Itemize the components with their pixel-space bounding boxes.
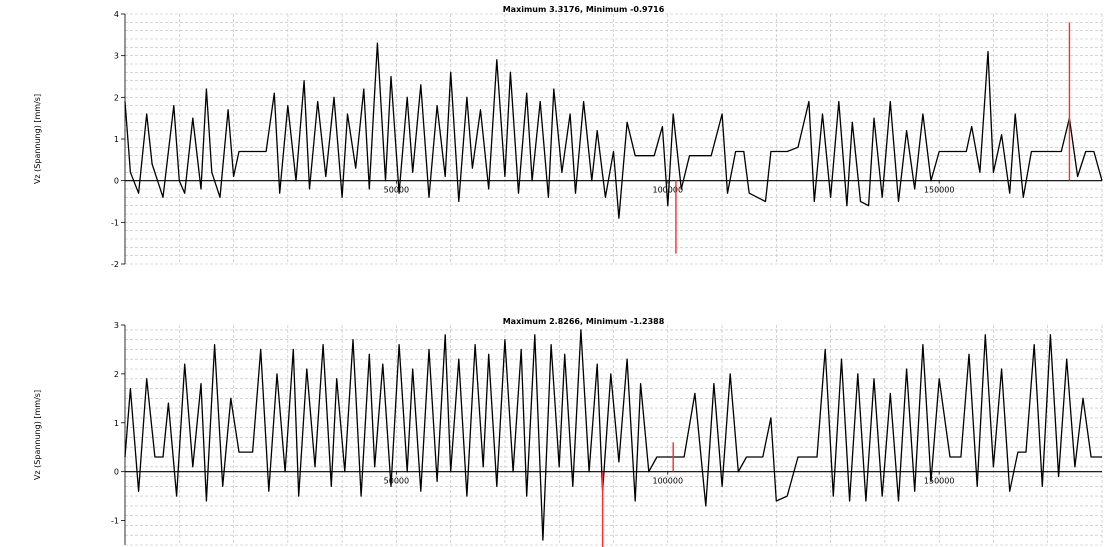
y-tick-label: 4 <box>114 10 119 19</box>
chart-panel-1: 4 3 2 1 0 -1 -2 50000 100000 150000 Maximum 3.3176… <box>33 5 1103 269</box>
x-tick-label: 100000 <box>653 477 684 486</box>
x-tick-label: 150000 <box>924 186 955 195</box>
y-axis-label: Vz (Spannung) [mm/s] <box>33 390 42 480</box>
x-tick-label: 50000 <box>384 186 409 195</box>
y-tick-label: -1 <box>111 517 119 526</box>
y-tick-label: 0 <box>114 177 119 186</box>
y-tick-label: 3 <box>114 321 119 330</box>
y-tick-label: 2 <box>114 93 119 102</box>
x-tick-label: 100000 <box>653 186 684 195</box>
y-tick-label: 1 <box>114 135 119 144</box>
y-tick-label: 3 <box>114 52 119 61</box>
chart-title: Maximum 3.3176, Minimum -0.9716 <box>503 5 665 14</box>
chart-title: Maximum 2.8266, Minimum -1.2388 <box>503 317 665 326</box>
chart-panel-2: 3 2 1 0 -1 50000 100000 150000 Maximum 2.8266, M… <box>33 317 1103 547</box>
y-tick-label: 0 <box>114 468 119 477</box>
y-tick-label: 1 <box>114 419 119 428</box>
x-tick-label: 150000 <box>924 477 955 486</box>
y-tick-label: 2 <box>114 370 119 379</box>
y-tick-label: -2 <box>111 260 119 269</box>
series-line-1 <box>124 42 1103 219</box>
y-tick-label: -1 <box>111 218 119 227</box>
y-axis-label: Vz (Spannung) [mm/s] <box>33 94 42 184</box>
series-line-1 <box>124 329 1102 541</box>
x-tick-label: 50000 <box>384 477 409 486</box>
